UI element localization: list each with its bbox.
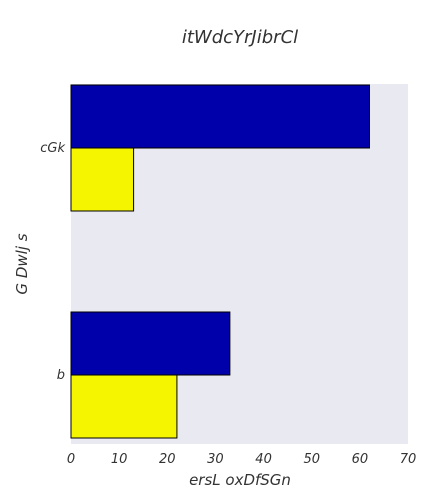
bar-cGk-series-1	[70, 84, 370, 149]
chart-title: itWdcYrJibrCl	[182, 27, 298, 48]
bars-group	[70, 84, 370, 439]
x-tick-label: 40	[255, 452, 272, 467]
bar-b-series-1	[70, 311, 231, 376]
x-tick-label: 10	[111, 452, 128, 467]
x-tick-label: 70	[400, 452, 417, 467]
x-tick-label: 50	[303, 452, 320, 467]
x-axis-label: ersL oxDfSGn	[189, 471, 291, 489]
y-axis-label: G Dwlj s	[13, 233, 31, 294]
y-tick-label: b	[57, 368, 65, 383]
x-tick-label: 0	[67, 452, 75, 467]
x-tick-label: 30	[207, 452, 224, 467]
x-tick-label: 20	[159, 452, 176, 467]
y-tick-label: cGk	[40, 141, 65, 156]
x-tick-labels: 0 10 20 30 40 50 60 70	[67, 452, 416, 467]
y-tick-labels: cGk b	[40, 141, 65, 383]
x-tick-label: 60	[352, 452, 369, 467]
bar-cGk-series-2	[70, 147, 135, 212]
bar-b-series-2	[70, 374, 178, 439]
